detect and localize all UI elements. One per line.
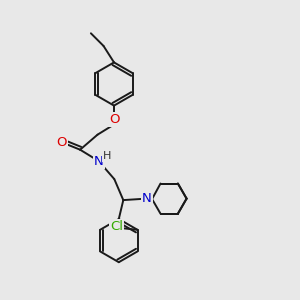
Text: H: H xyxy=(103,151,111,161)
Text: N: N xyxy=(94,154,104,168)
Text: O: O xyxy=(56,136,67,149)
Text: Cl: Cl xyxy=(110,220,123,233)
Text: N: N xyxy=(142,192,152,205)
Text: O: O xyxy=(109,112,119,126)
